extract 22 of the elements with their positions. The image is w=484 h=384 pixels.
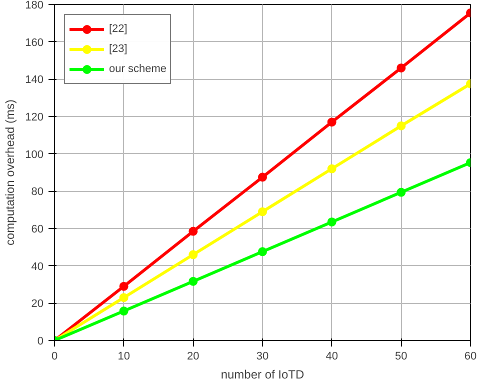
x-tick-label: 40	[326, 350, 338, 362]
y-tick-label: 160	[25, 36, 44, 49]
x-tick-label: 60	[464, 350, 477, 362]
y-tick-label: 120	[25, 112, 44, 124]
x-tick-label: 30	[256, 350, 269, 362]
x-tick-label: 10	[118, 350, 130, 362]
legend-label: [23]	[109, 43, 128, 55]
x-tick-label: 50	[395, 350, 408, 362]
x-tick-label: 0	[51, 350, 58, 362]
y-tick-label: 100	[25, 148, 44, 161]
y-tick-label: 0	[37, 336, 44, 348]
y-axis-title: computation overhead (ms)	[3, 99, 18, 246]
legend-label: our scheme	[109, 63, 166, 75]
legend-label: [22]	[109, 23, 128, 35]
y-tick-label: 40	[31, 260, 44, 273]
x-tick-label: 20	[187, 350, 200, 362]
x-axis-title: number of IoTD	[220, 368, 305, 382]
y-tick-label: 80	[31, 186, 44, 198]
y-tick-label: 20	[31, 298, 44, 310]
y-tick-label: 60	[31, 224, 44, 236]
y-tick-label: 180	[25, 0, 44, 12]
y-tick-label: 140	[25, 74, 44, 86]
